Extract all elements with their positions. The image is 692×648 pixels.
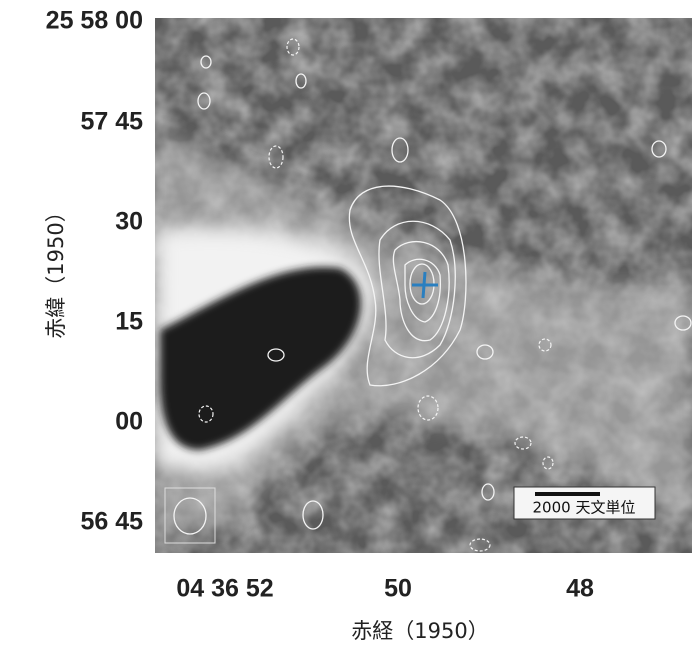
x-tick-label: 50 xyxy=(384,575,412,603)
y-tick-label: 56 45 xyxy=(80,508,143,536)
y-tick-label: 15 xyxy=(115,308,143,336)
y-axis-title: 赤緯（1950） xyxy=(44,201,68,338)
scale-bar-label: 2000 天文単位 xyxy=(533,499,636,517)
image xyxy=(155,18,692,553)
x-tick-label: 04 36 52 xyxy=(176,575,273,603)
y-tick-label: 30 xyxy=(115,208,143,236)
y-tick-label: 25 58 00 xyxy=(46,7,143,35)
x-tick-label: 48 xyxy=(566,575,594,603)
y-tick-label: 00 xyxy=(115,408,143,436)
figure: 2000 天文単位 赤緯（1950） 赤経（1950） 25 58 00 57 4… xyxy=(0,0,692,648)
scale-bar: 2000 天文単位 xyxy=(514,487,655,519)
y-tick-label: 57 45 xyxy=(80,108,143,136)
x-axis-title: 赤経（1950） xyxy=(351,619,488,643)
